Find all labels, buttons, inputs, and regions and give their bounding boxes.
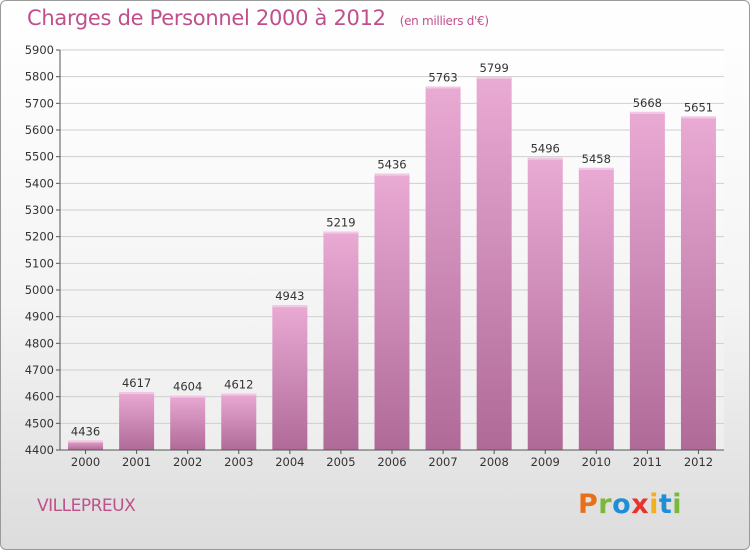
- logo-letter: i: [672, 489, 683, 520]
- commune-name: VILLEPREUX: [37, 496, 136, 516]
- x-tick-label: 2000: [71, 455, 100, 469]
- data-label: 4617: [122, 376, 151, 390]
- bar-2005: [323, 231, 359, 450]
- logo-letter: r: [598, 489, 613, 520]
- y-tick-label: 4800: [25, 336, 54, 350]
- y-tick-label: 5100: [25, 256, 54, 270]
- bar-highlight: [578, 167, 614, 170]
- y-tick-label: 4500: [25, 416, 54, 430]
- bar-highlight: [68, 440, 104, 443]
- x-tick-label: 2002: [173, 455, 202, 469]
- bar-2012: [680, 116, 716, 451]
- y-tick-label: 4600: [25, 390, 54, 404]
- bar-2008: [476, 76, 512, 450]
- y-tick-label: 4700: [25, 363, 54, 377]
- bar-highlight: [221, 393, 257, 396]
- bar-2001: [119, 392, 155, 450]
- bar-highlight: [272, 305, 308, 308]
- bar-2007: [425, 86, 461, 451]
- bar-2006: [374, 173, 410, 450]
- bar-2000: [68, 440, 104, 450]
- data-label: 5651: [684, 100, 713, 114]
- data-label: 5219: [326, 216, 355, 230]
- data-label: 5496: [531, 142, 560, 156]
- bar-highlight: [323, 231, 359, 234]
- y-tick-label: 5200: [25, 230, 54, 244]
- data-label: 5799: [480, 61, 509, 75]
- logo-letter: x: [631, 489, 650, 520]
- x-tick-label: 2005: [326, 455, 355, 469]
- bar-highlight: [119, 392, 155, 395]
- x-tick-label: 2008: [480, 455, 509, 469]
- data-label: 4943: [275, 289, 304, 303]
- bar-2010: [578, 167, 614, 450]
- x-tick-label: 2009: [531, 455, 560, 469]
- logo-letter: o: [612, 489, 632, 520]
- y-tick-label: 4900: [25, 310, 54, 324]
- bar-highlight: [680, 116, 716, 119]
- bar-highlight: [629, 111, 665, 114]
- bar-highlight: [425, 86, 461, 89]
- y-tick-label: 5400: [25, 176, 54, 190]
- y-tick-label: 5000: [25, 283, 54, 297]
- x-tick-label: 2010: [582, 455, 611, 469]
- bar-highlight: [527, 157, 563, 160]
- x-tick-label: 2003: [224, 455, 253, 469]
- x-tick-label: 2004: [275, 455, 304, 469]
- y-tick-label: 5600: [25, 123, 54, 137]
- data-label: 4436: [71, 424, 100, 438]
- title-text: Charges de Personnel 2000 à 2012: [27, 6, 386, 30]
- logo-letter: t: [658, 489, 673, 520]
- x-tick-label: 2006: [377, 455, 406, 469]
- bar-2011: [629, 111, 665, 450]
- bar-highlight: [476, 76, 512, 79]
- y-tick-label: 5500: [25, 150, 54, 164]
- unit-label: (en milliers d'€): [399, 14, 489, 28]
- data-label: 4612: [224, 377, 253, 391]
- y-tick-label: 5300: [25, 203, 54, 217]
- proxiti-logo: Proxiti: [578, 489, 682, 520]
- data-label: 4604: [173, 380, 202, 394]
- x-tick-label: 2001: [122, 455, 151, 469]
- y-tick-label: 4400: [25, 443, 54, 457]
- data-label: 5436: [377, 158, 406, 172]
- logo-letter: i: [649, 489, 659, 520]
- data-label: 5668: [633, 96, 662, 110]
- x-tick-label: 2012: [684, 455, 713, 469]
- data-label: 5763: [428, 71, 457, 85]
- x-tick-label: 2007: [428, 455, 457, 469]
- bar-2009: [527, 157, 563, 450]
- bar-2002: [170, 395, 206, 450]
- chart-title: Charges de Personnel 2000 à 2012 (en mill…: [27, 6, 489, 30]
- y-tick-label: 5900: [25, 43, 54, 57]
- y-tick-label: 5800: [25, 70, 54, 84]
- bar-2003: [221, 393, 257, 450]
- data-label: 5458: [582, 152, 611, 166]
- bar-2004: [272, 305, 308, 450]
- bar-highlight: [374, 173, 410, 176]
- x-tick-label: 2011: [633, 455, 662, 469]
- y-tick-label: 5700: [25, 96, 54, 110]
- logo-letter: P: [578, 489, 599, 520]
- bar-highlight: [170, 395, 206, 398]
